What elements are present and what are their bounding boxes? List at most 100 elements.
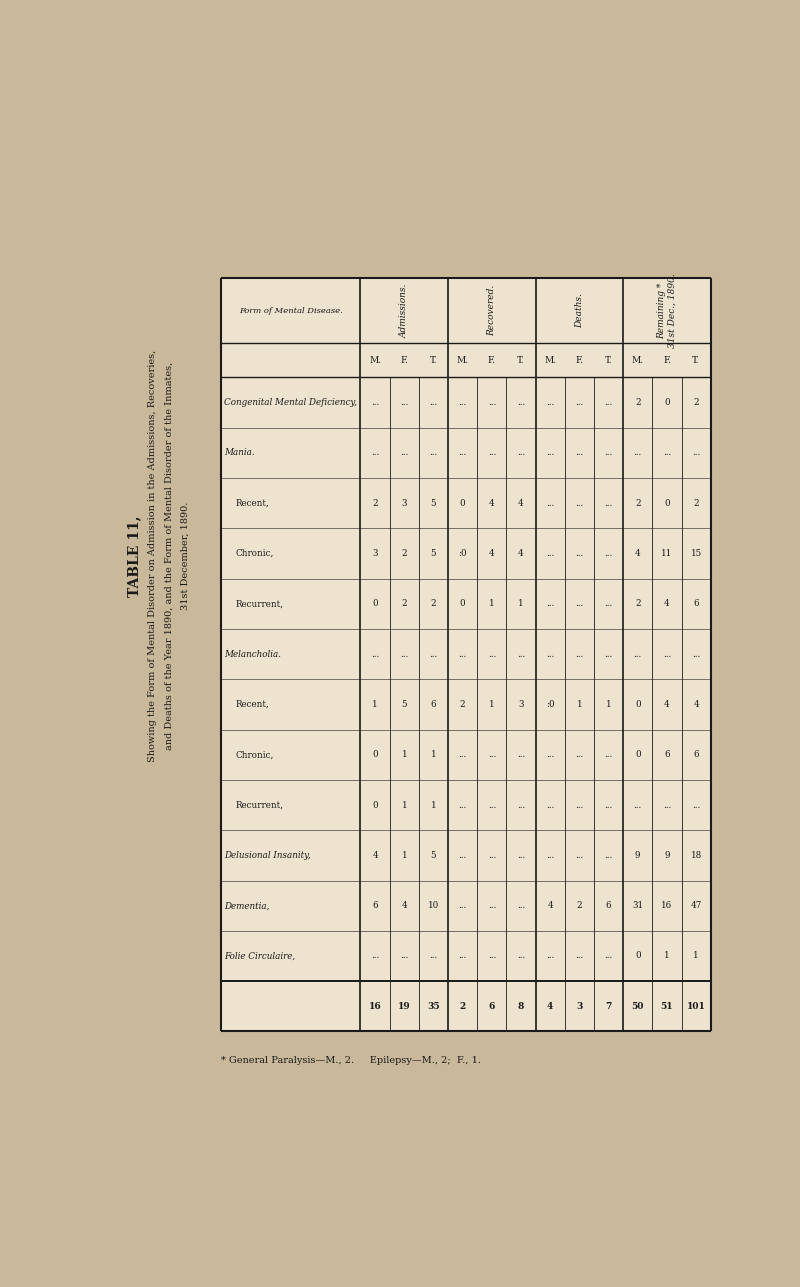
Text: ...: ... — [575, 600, 583, 609]
Text: ...: ... — [458, 448, 466, 457]
Text: ...: ... — [371, 448, 379, 457]
Text: 1: 1 — [402, 851, 407, 860]
Text: :0: :0 — [458, 550, 467, 559]
Text: M.: M. — [369, 355, 381, 364]
Text: 8: 8 — [518, 1001, 524, 1010]
Text: 1: 1 — [577, 700, 582, 709]
Text: F.: F. — [663, 355, 671, 364]
Text: 2: 2 — [402, 550, 407, 559]
Text: 101: 101 — [686, 1001, 706, 1010]
Text: ...: ... — [575, 951, 583, 960]
Text: ...: ... — [517, 951, 525, 960]
Text: 4: 4 — [694, 700, 699, 709]
Text: 9: 9 — [635, 851, 641, 860]
Text: 0: 0 — [372, 600, 378, 609]
Text: Form of Mental Disease.: Form of Mental Disease. — [239, 306, 342, 314]
Text: T.: T. — [518, 355, 525, 364]
Text: ...: ... — [458, 398, 466, 407]
Text: ...: ... — [605, 750, 613, 759]
Text: 0: 0 — [664, 498, 670, 507]
Text: Recent,: Recent, — [235, 700, 269, 709]
Text: ...: ... — [430, 650, 438, 659]
Text: ...: ... — [605, 851, 613, 860]
Text: Folie Circulaire,: Folie Circulaire, — [224, 951, 295, 960]
Text: 0: 0 — [635, 750, 641, 759]
Text: 1: 1 — [664, 951, 670, 960]
Text: 3: 3 — [576, 1001, 582, 1010]
Text: T.: T. — [605, 355, 612, 364]
Text: ...: ... — [634, 448, 642, 457]
Text: 3: 3 — [518, 700, 524, 709]
Text: Remaining *
31st Dec., 1890.: Remaining * 31st Dec., 1890. — [658, 273, 677, 347]
Text: 0: 0 — [460, 600, 466, 609]
Text: ...: ... — [575, 550, 583, 559]
Text: 4: 4 — [489, 498, 494, 507]
Text: ...: ... — [546, 448, 554, 457]
Text: ...: ... — [517, 801, 525, 810]
Text: ...: ... — [430, 951, 438, 960]
Text: ...: ... — [662, 801, 671, 810]
Text: ...: ... — [575, 750, 583, 759]
Text: TABLE 11,: TABLE 11, — [127, 515, 141, 597]
Text: :0: :0 — [546, 700, 554, 709]
Text: ...: ... — [488, 901, 496, 910]
Text: 4: 4 — [547, 1001, 554, 1010]
Text: M.: M. — [544, 355, 556, 364]
Text: Recent,: Recent, — [235, 498, 269, 507]
Text: 0: 0 — [372, 750, 378, 759]
Text: ...: ... — [575, 398, 583, 407]
Text: 1: 1 — [430, 801, 436, 810]
Text: ...: ... — [634, 801, 642, 810]
Text: 4: 4 — [664, 700, 670, 709]
Text: ...: ... — [546, 398, 554, 407]
Text: 50: 50 — [631, 1001, 644, 1010]
Text: ...: ... — [517, 851, 525, 860]
Text: 16: 16 — [662, 901, 673, 910]
Text: ...: ... — [458, 951, 466, 960]
Text: ...: ... — [488, 801, 496, 810]
Text: Chronic,: Chronic, — [235, 750, 274, 759]
Text: ...: ... — [400, 951, 408, 960]
Text: T.: T. — [430, 355, 438, 364]
Text: Congenital Mental Deficiency,: Congenital Mental Deficiency, — [224, 398, 357, 407]
Text: 19: 19 — [398, 1001, 410, 1010]
Text: ...: ... — [605, 448, 613, 457]
Text: 15: 15 — [690, 550, 702, 559]
Text: ...: ... — [605, 600, 613, 609]
Text: 6: 6 — [694, 600, 699, 609]
Text: ...: ... — [488, 448, 496, 457]
Text: ...: ... — [546, 951, 554, 960]
Text: ...: ... — [546, 600, 554, 609]
Text: F.: F. — [488, 355, 496, 364]
Text: ...: ... — [488, 951, 496, 960]
Text: ...: ... — [575, 498, 583, 507]
Text: Mania.: Mania. — [224, 448, 254, 457]
Text: 5: 5 — [430, 550, 436, 559]
Text: ...: ... — [605, 398, 613, 407]
Text: ...: ... — [517, 398, 525, 407]
Text: ...: ... — [605, 650, 613, 659]
Text: ...: ... — [546, 650, 554, 659]
Text: ...: ... — [605, 801, 613, 810]
Text: ...: ... — [605, 951, 613, 960]
Text: 2: 2 — [635, 498, 641, 507]
Text: ...: ... — [458, 851, 466, 860]
Text: ...: ... — [546, 550, 554, 559]
Text: Deaths.: Deaths. — [575, 293, 584, 328]
Text: 2: 2 — [635, 600, 641, 609]
Text: 51: 51 — [661, 1001, 674, 1010]
Text: 3: 3 — [372, 550, 378, 559]
Text: 3: 3 — [402, 498, 407, 507]
Text: ...: ... — [575, 851, 583, 860]
Text: ...: ... — [546, 498, 554, 507]
Text: 5: 5 — [402, 700, 407, 709]
Text: 2: 2 — [430, 600, 436, 609]
Text: 5: 5 — [430, 851, 436, 860]
Text: 9: 9 — [664, 851, 670, 860]
Text: ...: ... — [371, 650, 379, 659]
Text: 4: 4 — [664, 600, 670, 609]
Text: 7: 7 — [606, 1001, 612, 1010]
Text: ...: ... — [605, 498, 613, 507]
Text: 1: 1 — [518, 600, 524, 609]
Text: 2: 2 — [372, 498, 378, 507]
